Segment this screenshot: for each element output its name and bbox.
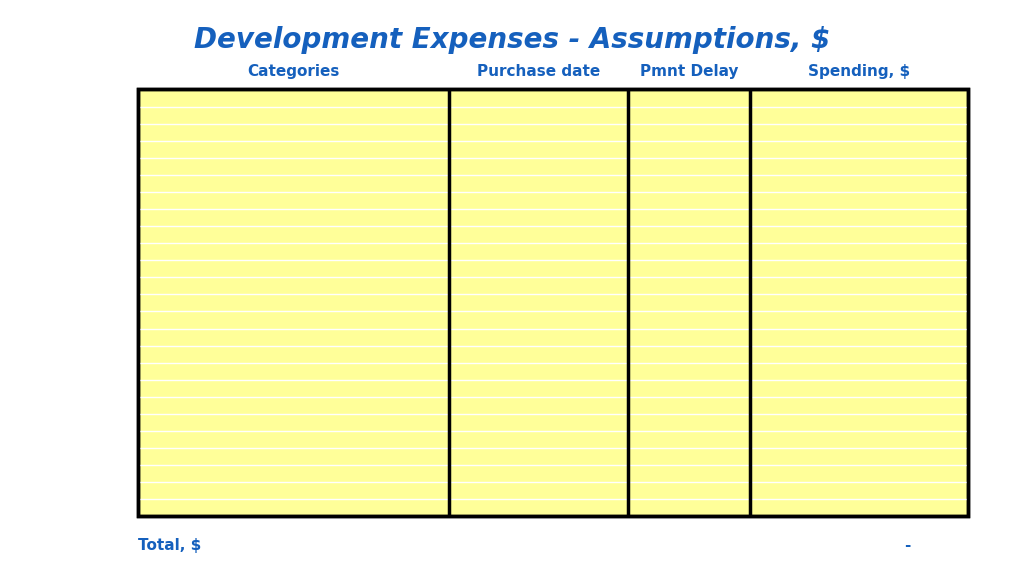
Text: Spending, $: Spending, $ <box>808 64 910 79</box>
Text: Purchase date: Purchase date <box>477 64 600 79</box>
Text: -: - <box>903 538 910 553</box>
Bar <box>138 89 968 516</box>
Text: Total, $: Total, $ <box>138 538 202 553</box>
Bar <box>138 89 968 516</box>
Text: Development Expenses - Assumptions, $: Development Expenses - Assumptions, $ <box>194 26 830 54</box>
Text: Categories: Categories <box>248 64 340 79</box>
Text: Pmnt Delay: Pmnt Delay <box>640 64 738 79</box>
